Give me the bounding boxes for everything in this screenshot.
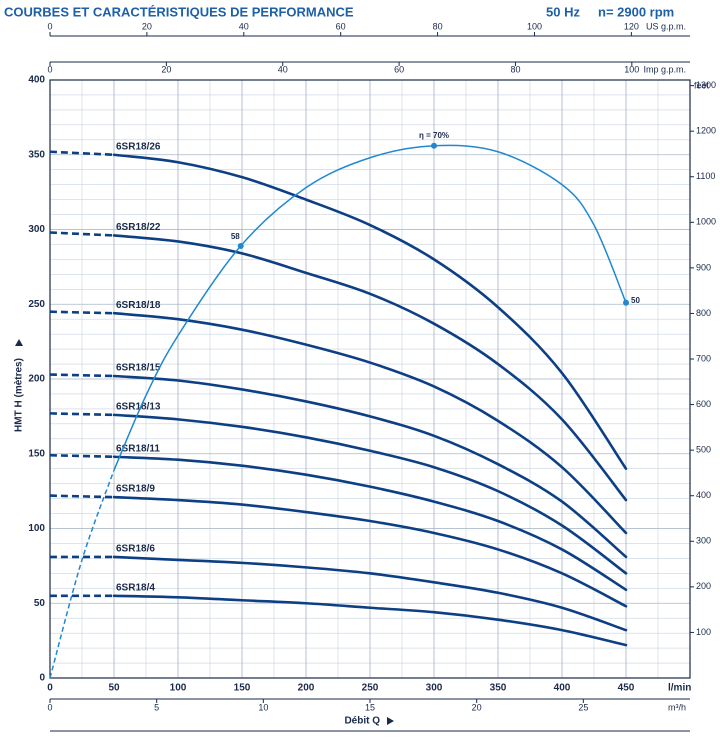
frequency: 50 Hz xyxy=(546,4,580,19)
top-axis-tick-label: 80 xyxy=(433,21,443,31)
efficiency-label: η = 70% xyxy=(419,131,449,140)
x-tick-label: 350 xyxy=(490,683,507,694)
curve-extrapolated xyxy=(49,310,115,315)
top-axis-tick-label: 40 xyxy=(278,64,288,74)
efficiency-label: 50 xyxy=(631,296,640,305)
y2-tick-label: 900 xyxy=(696,262,711,272)
y-tick-label: 150 xyxy=(28,448,45,459)
pump-curve xyxy=(112,234,628,502)
x-tick-label: 450 xyxy=(618,683,635,694)
y2-tick-label: 1200 xyxy=(696,126,716,136)
bottom-axis-tick-label: 0 xyxy=(47,702,52,712)
y2-tick-label: 200 xyxy=(696,581,711,591)
y2-tick-label: 400 xyxy=(696,490,711,500)
curve-extrapolated xyxy=(49,373,115,378)
top-axis-tick-label: 80 xyxy=(510,64,520,74)
bottom-axis-tick-label: 25 xyxy=(578,702,588,712)
curve-label: 6SR18/4 xyxy=(116,582,155,593)
curve-extrapolated xyxy=(49,494,115,499)
y-tick-label: 250 xyxy=(28,299,45,310)
efficiency-curve xyxy=(113,144,627,471)
arrow xyxy=(387,717,394,725)
pump-curve xyxy=(112,495,628,608)
curve-extrapolated xyxy=(49,453,115,459)
y2-axis-title: feet xyxy=(694,80,710,90)
curve-label: 6SR18/18 xyxy=(116,300,161,311)
y-tick-label: 300 xyxy=(28,224,45,235)
bottom-axis-tick-label: 20 xyxy=(472,702,482,712)
curve-label: 6SR18/13 xyxy=(116,402,161,413)
top-axis-tick-label: 0 xyxy=(47,64,52,74)
curve-label: 6SR18/9 xyxy=(116,484,155,495)
chart-title: COURBES ET CARACTÉRISTIQUES DE PERFORMAN… xyxy=(4,4,354,19)
pump-curve xyxy=(112,374,628,559)
top-axis-unit: US g.p.m. xyxy=(646,21,686,31)
top-axis-tick-label: 100 xyxy=(624,64,639,74)
bottom-axis-tick-label: 10 xyxy=(258,702,268,712)
arrow xyxy=(15,339,23,346)
y2-tick-label: 500 xyxy=(696,445,711,455)
top-axis-tick-label: 20 xyxy=(142,21,152,31)
x-tick-label: 300 xyxy=(426,683,443,694)
x-unit: l/min xyxy=(668,683,691,694)
x-tick-label: 150 xyxy=(234,683,251,694)
efficiency-point xyxy=(237,242,244,249)
y2-tick-label: 700 xyxy=(696,353,711,363)
top-axis-tick-label: 100 xyxy=(527,21,542,31)
x-tick-label: 100 xyxy=(170,683,187,694)
pump-curve xyxy=(112,413,628,575)
y2-tick-label: 1300 xyxy=(696,80,716,90)
curve-extrapolated xyxy=(49,150,115,157)
efficiency-point xyxy=(623,299,629,306)
y-tick-label: 100 xyxy=(28,523,45,534)
y2-tick-label: 300 xyxy=(696,536,711,546)
x-tick-label: 400 xyxy=(554,683,571,694)
y-tick-label: 200 xyxy=(28,374,45,385)
bottom-axis-unit: m³/h xyxy=(668,702,686,712)
curve-label: 6SR18/11 xyxy=(116,443,160,454)
curve-label: 6SR18/15 xyxy=(116,363,161,374)
pump-curve xyxy=(112,594,628,647)
top-axis-tick-label: 60 xyxy=(336,21,346,31)
pump-curve xyxy=(112,455,628,592)
efficiency-label: 58 xyxy=(231,232,240,241)
speed: n= 2900 rpm xyxy=(598,4,674,19)
curve-label: 6SR18/26 xyxy=(116,141,161,152)
x-tick-label: 0 xyxy=(47,683,53,694)
bottom-axis-tick-label: 5 xyxy=(154,702,159,712)
x-tick-label: 50 xyxy=(108,683,120,694)
y-tick-label: 350 xyxy=(28,149,45,160)
y2-tick-label: 100 xyxy=(696,627,711,637)
top-axis-tick-label: 40 xyxy=(239,21,249,31)
plot-frame xyxy=(49,79,691,679)
x-tick-label: 200 xyxy=(298,683,315,694)
pump-curve xyxy=(112,311,628,535)
top-axis-tick-label: 60 xyxy=(394,64,404,74)
top-axis-tick-label: 20 xyxy=(161,64,171,74)
y2-tick-label: 600 xyxy=(696,399,711,409)
y-axis-title: HMT H (mètres) xyxy=(14,358,25,432)
curve-extrapolated xyxy=(49,231,115,237)
curve-extrapolated xyxy=(49,412,115,417)
curve-label: 6SR18/22 xyxy=(116,222,161,233)
efficiency-curve-extrapolated xyxy=(49,469,115,679)
pump-curve xyxy=(112,153,628,470)
x-tick-label: 250 xyxy=(362,683,379,694)
y-tick-label: 400 xyxy=(28,75,45,86)
y-tick-label: 50 xyxy=(34,598,46,609)
pump-curve xyxy=(112,555,628,632)
bottom-axis-tick-label: 15 xyxy=(365,702,375,712)
top-axis-tick-label: 120 xyxy=(624,21,639,31)
y2-tick-label: 1000 xyxy=(696,217,716,227)
top-axis-tick-label: 0 xyxy=(47,21,52,31)
x-axis-title: Débit Q xyxy=(344,716,380,727)
y-tick-label: 0 xyxy=(39,673,45,684)
top-axis-unit: Imp g.p.m. xyxy=(643,64,686,74)
efficiency-point xyxy=(431,142,437,149)
y2-tick-label: 800 xyxy=(696,308,711,318)
curve-label: 6SR18/6 xyxy=(116,544,155,555)
y2-tick-label: 1100 xyxy=(696,171,715,181)
